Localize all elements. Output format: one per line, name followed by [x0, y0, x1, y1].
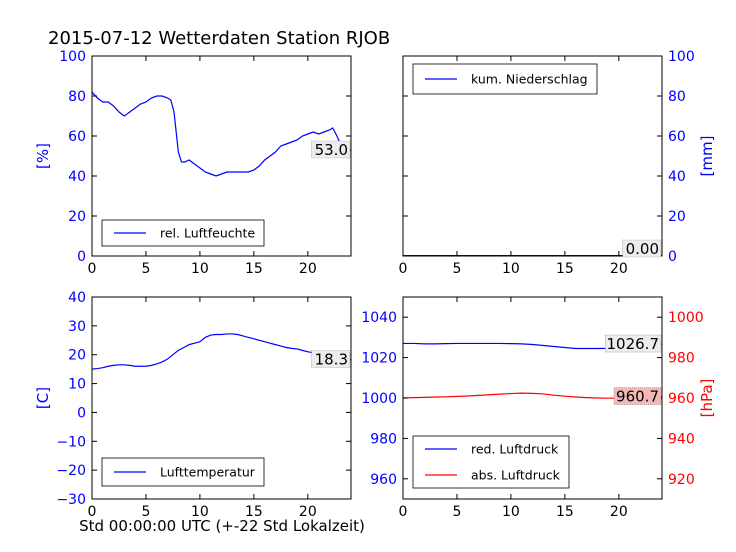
- y-tick-label: 40: [668, 169, 686, 185]
- y-tick-label: 30: [68, 319, 86, 335]
- y-tick-label: 20: [68, 348, 86, 364]
- legend-label: Lufttemperatur: [160, 465, 256, 480]
- x-tick-label: 5: [452, 504, 461, 520]
- legend-label: kum. Niederschlag: [471, 72, 588, 87]
- y-tick-label: 20: [68, 209, 86, 225]
- y-right-tick-label: 940: [668, 431, 695, 447]
- y-tick-label: 10: [68, 377, 86, 393]
- y-right-tick-label: 960: [668, 391, 695, 407]
- x-tick-label: 5: [452, 261, 461, 277]
- x-tick-label: 0: [399, 261, 408, 277]
- y-tick-label: 40: [68, 290, 86, 306]
- y-axis-label: [hPa]: [698, 379, 716, 418]
- y-tick-label: 980: [370, 431, 397, 447]
- y-right-tick-label: 980: [668, 351, 695, 367]
- x-tick-label: 20: [610, 504, 628, 520]
- value-annotation-box: [311, 350, 351, 368]
- x-tick-label: 15: [245, 504, 263, 520]
- y-tick-label: 1000: [361, 391, 397, 407]
- x-tick-label: 15: [556, 261, 574, 277]
- x-tick-label: 10: [191, 504, 209, 520]
- x-tick-label: 0: [88, 504, 97, 520]
- y-tick-label: 20: [668, 209, 686, 225]
- value-annotation: 53.0: [315, 141, 348, 159]
- chart-panel-1: 0 5 10 15 20 0 20 40 60 80 100 [%] 53.0 rel. Luftfeuc…: [34, 49, 352, 277]
- legend-label: red. Luftdruck: [471, 442, 559, 457]
- y-tick-label: 0: [77, 249, 86, 265]
- x-tick-label: 20: [610, 261, 628, 277]
- plot-frame: [402, 55, 663, 257]
- chart-panel-4: 0 5 10 15 20 960 980 1000 1020 1040 920 940 960 980 10…: [361, 296, 716, 520]
- y-axis-label: [C]: [34, 387, 52, 409]
- x-tick-label: 15: [245, 261, 263, 277]
- chart-panel-2: 0 5 10 15 20 0 20 40 60 80 100 [mm] 0.00 kum. Nieders…: [399, 49, 716, 277]
- plot-frame: [91, 55, 352, 257]
- y-tick-label: −30: [56, 492, 86, 508]
- plot-frame: [91, 296, 352, 500]
- y-tick-label: 100: [668, 49, 695, 65]
- y-tick-label: 80: [68, 89, 86, 105]
- y-tick-label: −20: [56, 463, 86, 479]
- figure-title: 2015-07-12 Wetterdaten Station RJOB: [48, 28, 390, 49]
- y-tick-label: 100: [59, 49, 86, 65]
- y-right-tick-label: 1000: [668, 310, 704, 326]
- x-tick-label: 5: [141, 261, 150, 277]
- value-annotation-box: [622, 239, 662, 258]
- y-tick-label: 80: [668, 89, 686, 105]
- legend-label: abs. Luftdruck: [471, 468, 561, 483]
- x-tick-label: 15: [556, 504, 574, 520]
- y-tick-label: 960: [370, 472, 397, 488]
- y-tick-label: 1040: [361, 310, 397, 326]
- y-axis-label: [mm]: [698, 136, 716, 177]
- series-line-1: [92, 91, 351, 177]
- y-tick-label: 60: [68, 129, 86, 145]
- series-line-1: [92, 333, 351, 370]
- value-annotation: 18.3: [315, 351, 348, 369]
- chart-panel-3: 0 5 10 15 20 −30 −20 −10 0 10 20 30 40 [C] 18.3 Lufttem…: [34, 290, 352, 520]
- y-tick-label: 40: [68, 169, 86, 185]
- value-annotation-box: [605, 334, 662, 353]
- legend-box: [101, 457, 265, 487]
- legend-label: rel. Luftfeuchte: [160, 226, 255, 241]
- x-tick-label: 10: [502, 504, 520, 520]
- value-annotation: 1026.7: [607, 335, 660, 353]
- x-tick-label: 20: [299, 261, 317, 277]
- y-tick-label: 1020: [361, 351, 397, 367]
- x-tick-label: 10: [502, 261, 520, 277]
- y-right-tick-label: 920: [668, 472, 695, 488]
- legend-box: [412, 435, 570, 489]
- value-annotation: 960.7: [616, 388, 659, 406]
- x-tick-label: 5: [141, 504, 150, 520]
- x-tick-label: 20: [299, 504, 317, 520]
- x-axis-label: Std 00:00:00 UTC (+-22 Std Lokalzeit): [79, 517, 365, 535]
- y-tick-label: 0: [77, 405, 86, 421]
- value-annotation-box: [613, 387, 662, 405]
- y-tick-label: −10: [56, 434, 86, 450]
- value-annotation: 0.00: [626, 240, 659, 258]
- value-annotation-box: [311, 140, 351, 159]
- x-tick-label: 0: [399, 504, 408, 520]
- x-tick-label: 0: [88, 261, 97, 277]
- x-tick-label: 10: [191, 261, 209, 277]
- y-tick-label: 0: [668, 249, 677, 265]
- y-tick-label: 60: [668, 129, 686, 145]
- y-axis-label: [%]: [34, 143, 52, 169]
